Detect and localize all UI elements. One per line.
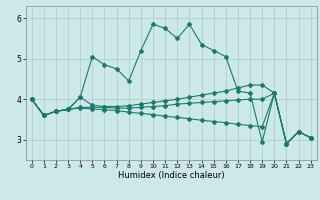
X-axis label: Humidex (Indice chaleur): Humidex (Indice chaleur)	[118, 171, 225, 180]
